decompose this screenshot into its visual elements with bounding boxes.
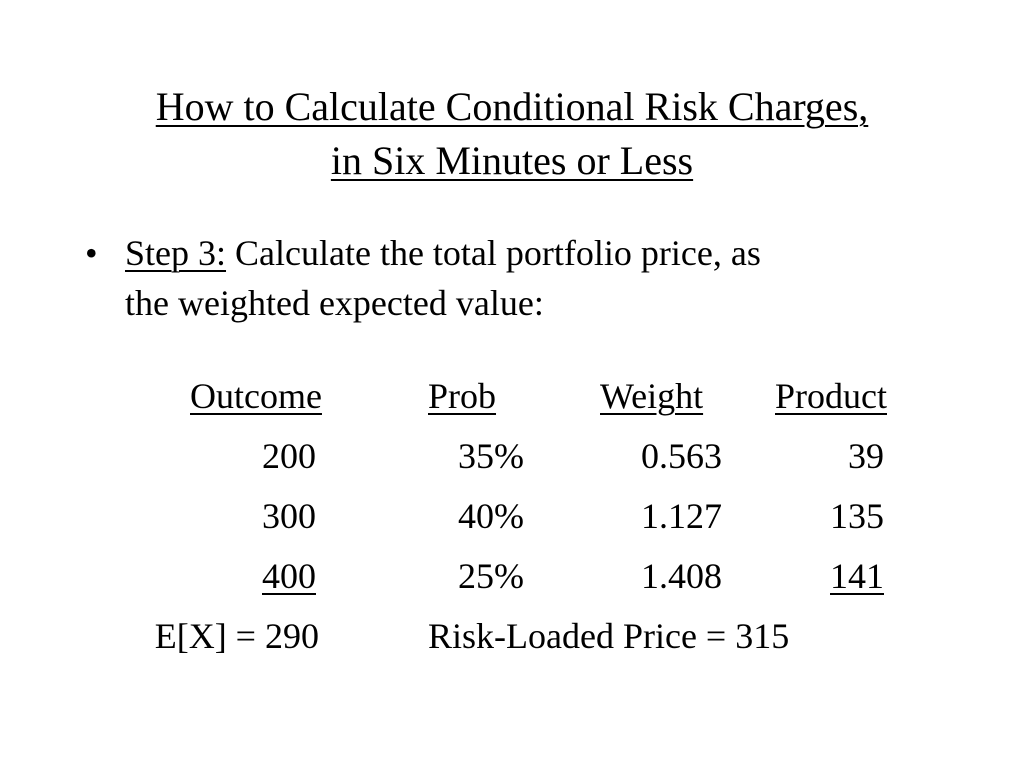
expected-value: E[X] = 290 bbox=[154, 616, 319, 656]
prob-value: 25% bbox=[458, 556, 524, 596]
bullet-text: Step 3: Calculate the total portfolio pr… bbox=[125, 228, 965, 328]
prob-value: 35% bbox=[458, 436, 524, 476]
outcome-value: 400 bbox=[262, 556, 316, 596]
title-line-2: in Six Minutes or Less bbox=[330, 138, 694, 183]
weight-value: 1.127 bbox=[641, 496, 722, 536]
product-value: 39 bbox=[848, 436, 884, 476]
header-product: Product bbox=[775, 376, 887, 416]
bullet-dot-icon: • bbox=[85, 233, 98, 273]
slide-title: How to Calculate Conditional Risk Charge… bbox=[0, 80, 1024, 188]
title-line-1: How to Calculate Conditional Risk Charge… bbox=[155, 84, 869, 129]
step-label: Step 3: bbox=[125, 233, 227, 273]
product-value: 135 bbox=[830, 496, 884, 536]
header-weight: Weight bbox=[600, 376, 704, 416]
risk-loaded-price: Risk-Loaded Price = 315 bbox=[428, 616, 790, 656]
header-outcome: Outcome bbox=[190, 376, 322, 416]
header-prob: Prob bbox=[428, 376, 497, 416]
weight-value: 1.408 bbox=[641, 556, 722, 596]
weight-value: 0.563 bbox=[641, 436, 722, 476]
outcome-value: 200 bbox=[262, 436, 316, 476]
outcome-value: 300 bbox=[262, 496, 316, 536]
product-value: 141 bbox=[830, 556, 884, 596]
step-text-line-1: Calculate the total portfolio price, as bbox=[226, 233, 761, 273]
step-text-line-2: the weighted expected value: bbox=[125, 283, 544, 323]
prob-value: 40% bbox=[458, 496, 524, 536]
